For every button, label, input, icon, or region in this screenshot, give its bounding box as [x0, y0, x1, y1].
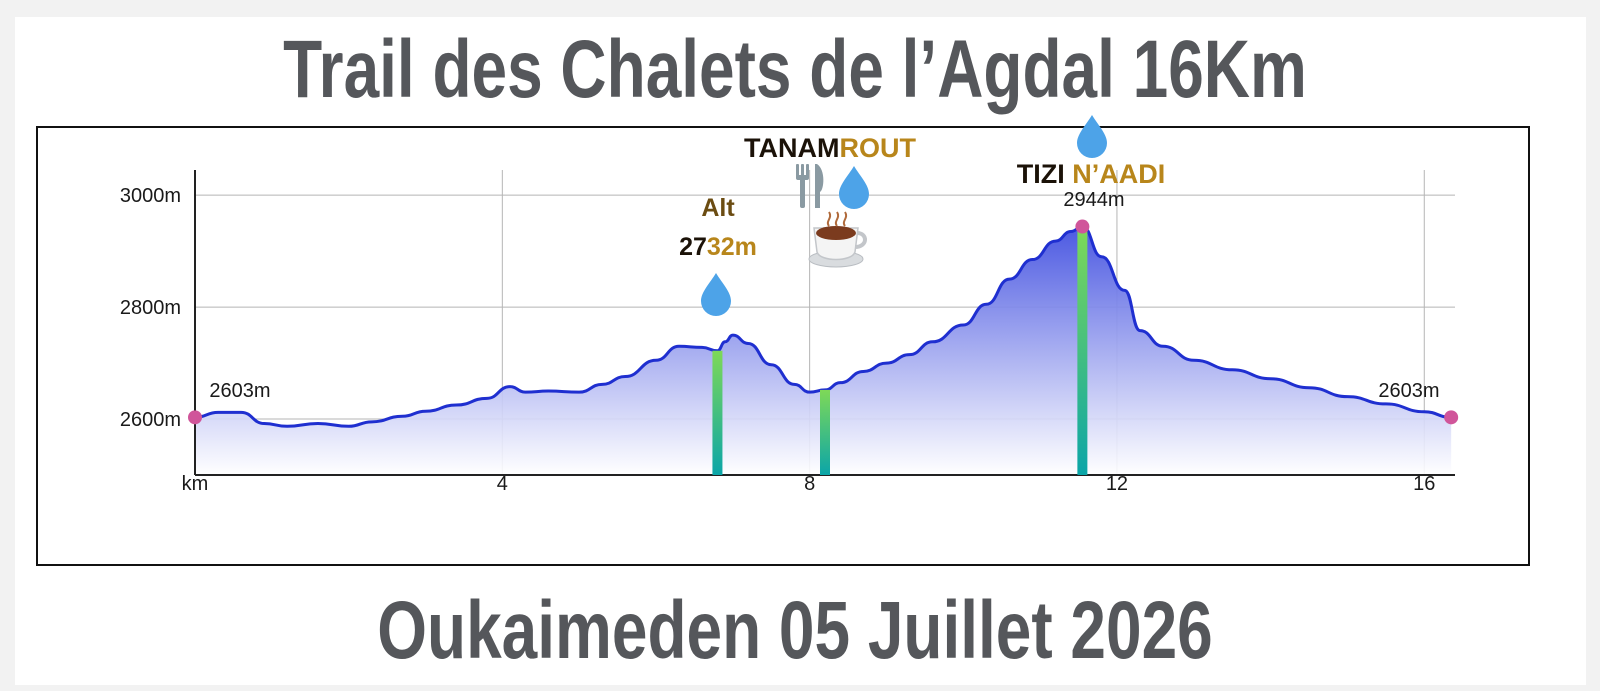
x-tick-label: 16 — [1413, 473, 1435, 495]
aid-station-bar — [820, 389, 830, 475]
water-drop-icon — [839, 166, 869, 209]
aid-station-bar — [1077, 226, 1088, 475]
aid-station-bar — [712, 350, 723, 475]
tanamrout-label: TANAMROUT — [744, 133, 916, 163]
elevation-marker — [188, 410, 202, 425]
fork-knife-icon — [796, 164, 824, 208]
alt-label-line1: Alt — [701, 194, 735, 222]
x-tick-label: km — [182, 473, 209, 495]
peak-elevation-label: 2944m — [1063, 189, 1124, 211]
water-drop-icon — [1077, 115, 1107, 158]
page-title: Trail des Chalets de l’Agdal 16Km — [283, 24, 1307, 115]
coffee-cup-icon — [808, 211, 867, 268]
elevation-line — [194, 225, 1452, 428]
y-tick-label: 3000m — [120, 185, 181, 207]
y-tick-label: 2800m — [120, 297, 181, 319]
chart-frame — [36, 126, 1530, 566]
end-elevation-label: 2603m — [1378, 380, 1439, 402]
start-elevation-label: 2603m — [209, 380, 270, 402]
elevation-area — [195, 226, 1452, 475]
elevation-marker — [1444, 410, 1459, 425]
water-drop-icon — [701, 273, 731, 316]
elevation-marker — [1075, 219, 1090, 234]
x-tick-label: 12 — [1106, 473, 1128, 495]
y-tick-label: 2600m — [120, 409, 181, 431]
tizi-label: TIZI N’AADI — [1017, 159, 1166, 189]
alt-label-line2: 2732m — [679, 233, 757, 261]
x-tick-label: 8 — [804, 473, 815, 495]
page-subtitle: Oukaimeden 05 Juillet 2026 — [377, 585, 1213, 676]
x-tick-label: 4 — [497, 473, 508, 495]
